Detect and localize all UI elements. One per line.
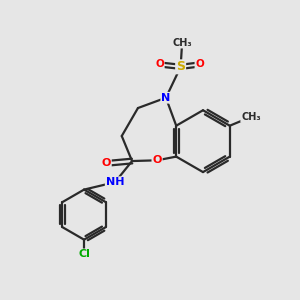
Text: O: O <box>155 59 164 70</box>
Text: CH₃: CH₃ <box>241 112 261 122</box>
Text: CH₃: CH₃ <box>172 38 192 48</box>
Text: NH: NH <box>106 177 124 187</box>
Text: O: O <box>152 155 162 165</box>
Text: O: O <box>195 59 204 70</box>
Text: O: O <box>101 158 111 168</box>
Text: N: N <box>161 93 170 103</box>
Text: S: S <box>176 60 185 73</box>
Text: Cl: Cl <box>78 249 90 260</box>
